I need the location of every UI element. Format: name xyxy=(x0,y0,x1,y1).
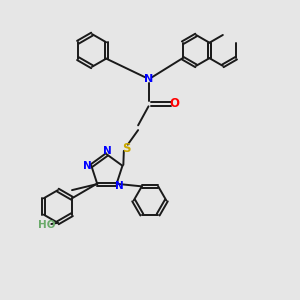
Text: N: N xyxy=(103,146,111,156)
Text: S: S xyxy=(122,142,130,155)
Text: N: N xyxy=(144,74,153,84)
Text: HO: HO xyxy=(38,220,55,230)
Text: O: O xyxy=(169,98,179,110)
Text: N: N xyxy=(83,161,92,171)
Text: N: N xyxy=(115,181,124,190)
